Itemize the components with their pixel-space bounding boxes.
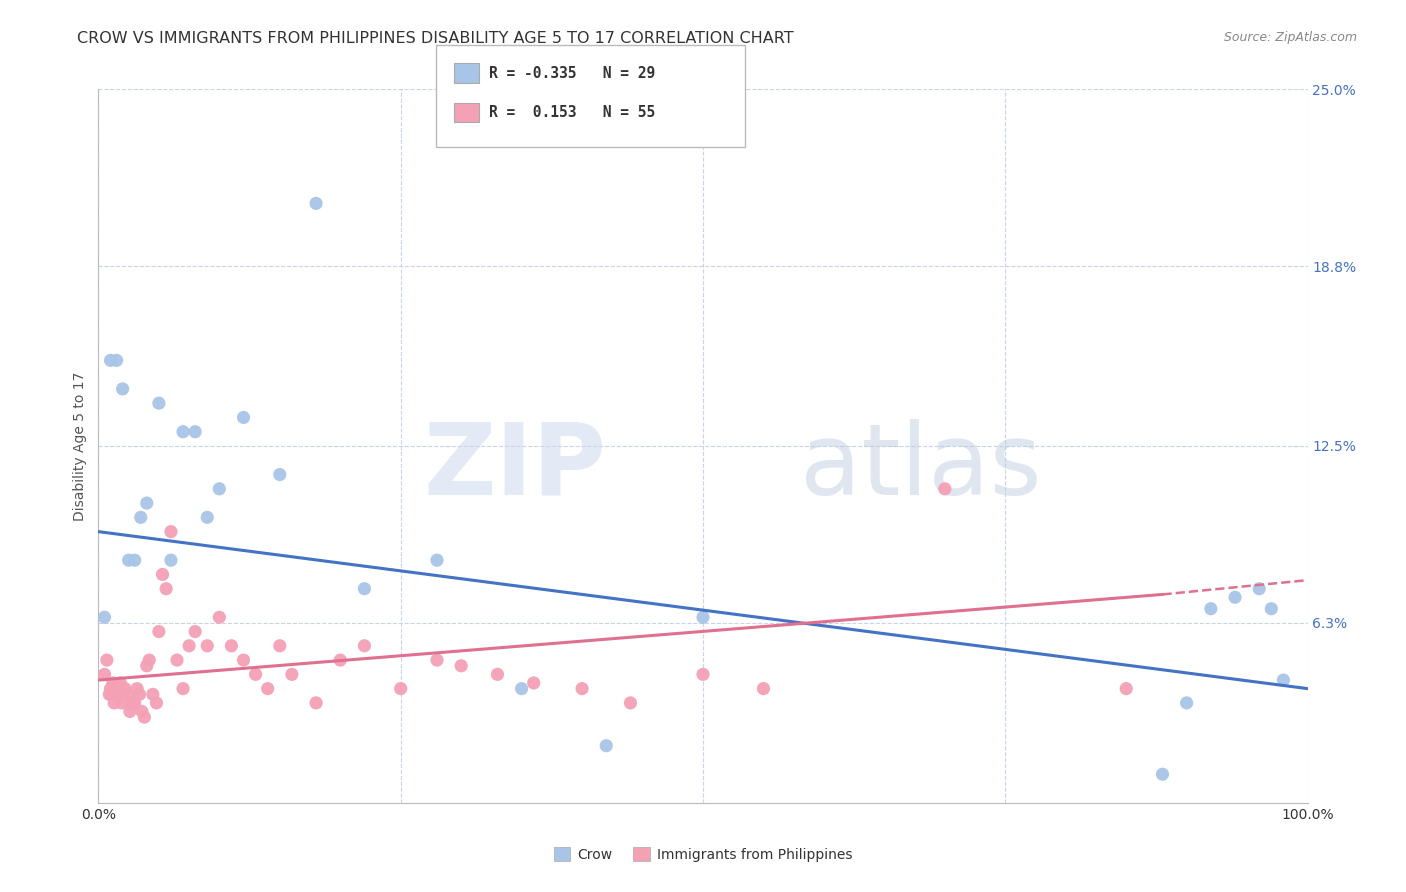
Point <box>142 687 165 701</box>
Point <box>692 667 714 681</box>
Point <box>105 687 128 701</box>
Point <box>166 653 188 667</box>
Point <box>353 582 375 596</box>
Point <box>145 696 167 710</box>
Point <box>114 681 136 696</box>
Point <box>208 482 231 496</box>
Point <box>329 653 352 667</box>
Point <box>152 567 174 582</box>
Point <box>124 553 146 567</box>
Point <box>934 482 956 496</box>
Point <box>1272 673 1295 687</box>
Point <box>111 382 134 396</box>
Point <box>353 639 375 653</box>
Point <box>692 610 714 624</box>
Point <box>100 353 122 368</box>
Point <box>93 667 115 681</box>
Point <box>1175 696 1198 710</box>
Point <box>135 658 157 673</box>
Text: CROW VS IMMIGRANTS FROM PHILIPPINES DISABILITY AGE 5 TO 17 CORRELATION CHART: CROW VS IMMIGRANTS FROM PHILIPPINES DISA… <box>77 31 794 46</box>
Point <box>105 353 128 368</box>
Point <box>96 653 118 667</box>
Point <box>426 553 449 567</box>
Point <box>619 696 641 710</box>
Point <box>160 524 183 539</box>
Point <box>571 681 593 696</box>
Point <box>269 467 291 482</box>
Point <box>1249 582 1271 596</box>
Point <box>128 687 150 701</box>
Point <box>595 739 617 753</box>
Point <box>256 681 278 696</box>
Point <box>138 653 160 667</box>
Point <box>124 696 146 710</box>
Point <box>184 425 207 439</box>
Point <box>100 687 122 701</box>
Point <box>195 510 218 524</box>
Point <box>450 658 472 673</box>
Y-axis label: Disability Age 5 to 17: Disability Age 5 to 17 <box>73 371 87 521</box>
Point <box>1152 767 1174 781</box>
Point <box>108 676 131 690</box>
Point <box>486 667 509 681</box>
Point <box>510 681 533 696</box>
Point <box>1223 591 1246 605</box>
Point <box>118 553 141 567</box>
Point <box>107 681 129 696</box>
Point <box>305 696 328 710</box>
Point <box>93 610 115 624</box>
Legend: Crow, Immigrants from Philippines: Crow, Immigrants from Philippines <box>548 841 858 867</box>
Point <box>155 582 177 596</box>
Point <box>523 676 546 690</box>
Point <box>269 639 291 653</box>
Point <box>101 676 124 690</box>
Point <box>121 696 143 710</box>
Point <box>305 196 328 211</box>
Text: ZIP: ZIP <box>423 419 606 516</box>
Point <box>118 705 141 719</box>
Point <box>127 681 149 696</box>
Text: atlas: atlas <box>800 419 1042 516</box>
Point <box>129 510 152 524</box>
Point <box>172 681 194 696</box>
Point <box>389 681 412 696</box>
Point <box>148 624 170 639</box>
Point <box>131 705 153 719</box>
Point <box>103 696 125 710</box>
Point <box>752 681 775 696</box>
Point <box>195 639 218 653</box>
Point <box>110 696 132 710</box>
Text: R = -0.335   N = 29: R = -0.335 N = 29 <box>489 66 655 80</box>
Point <box>172 425 194 439</box>
Point <box>117 687 139 701</box>
Point <box>100 681 122 696</box>
Point <box>111 687 134 701</box>
Point <box>98 687 121 701</box>
Point <box>232 410 254 425</box>
Point <box>1199 601 1222 615</box>
Point <box>232 653 254 667</box>
Point <box>1115 681 1137 696</box>
Point <box>281 667 304 681</box>
Point <box>245 667 267 681</box>
Point <box>221 639 243 653</box>
Point <box>426 653 449 667</box>
Point <box>179 639 201 653</box>
Point <box>1260 601 1282 615</box>
Point <box>160 553 183 567</box>
Point <box>184 624 207 639</box>
Point <box>134 710 156 724</box>
Text: R =  0.153   N = 55: R = 0.153 N = 55 <box>489 105 655 120</box>
Point <box>208 610 231 624</box>
Text: Source: ZipAtlas.com: Source: ZipAtlas.com <box>1223 31 1357 45</box>
Point <box>148 396 170 410</box>
Point <box>135 496 157 510</box>
